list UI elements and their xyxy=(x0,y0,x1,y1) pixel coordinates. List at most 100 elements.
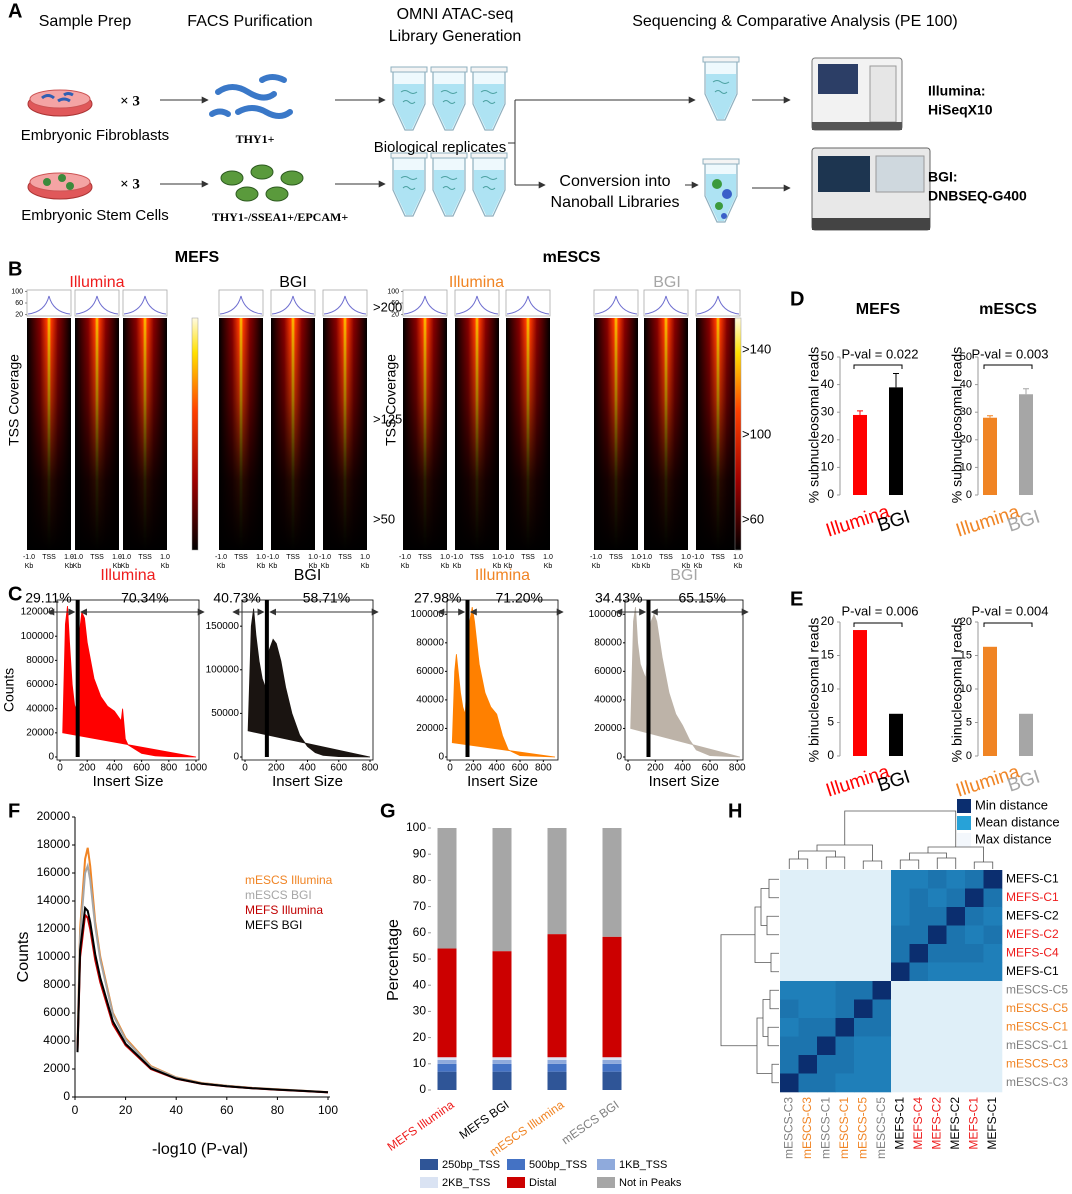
heatmap-cell xyxy=(780,888,799,908)
heatmap-cell xyxy=(817,888,836,908)
heatmap-cell xyxy=(946,1036,966,1056)
heatmap-x-label: -1.0 xyxy=(119,554,131,561)
y-tick-label: 0 xyxy=(966,489,972,501)
bar-segment xyxy=(602,1057,622,1060)
y-tick-label: 20000 xyxy=(26,727,54,738)
heatmap-cell xyxy=(780,1018,799,1037)
y-tick-label: 10 xyxy=(821,681,835,695)
profile-box xyxy=(322,289,368,317)
legend-swatch xyxy=(957,816,971,830)
y-tick-label: 40 xyxy=(821,377,835,391)
y-tick-label: 50000 xyxy=(211,708,239,719)
heatmap-cell xyxy=(854,888,873,908)
dish-stem-cells xyxy=(27,172,93,200)
row-label: mESCS-C3 xyxy=(1006,1056,1068,1070)
heatmap-x-label: 1.0 xyxy=(492,554,502,561)
heatmap-cell xyxy=(854,944,873,963)
profile-curve xyxy=(219,295,263,315)
heatmap-cell xyxy=(909,925,929,945)
column-label: mESCS-C5 xyxy=(874,1097,888,1159)
y-tick-label: 40 xyxy=(960,379,972,391)
heatmap-cell xyxy=(928,925,947,945)
percent-label: 34.43% xyxy=(595,590,642,606)
bar xyxy=(1019,394,1033,495)
heatmap-cell xyxy=(965,981,984,1000)
heatmap-x-label: Kb xyxy=(682,563,691,570)
histogram-title: BGI xyxy=(670,567,698,584)
heatmap-cell xyxy=(798,907,818,926)
y-tick-label: 20000 xyxy=(37,809,71,823)
row-label: mESCS-C5 xyxy=(1006,982,1068,996)
heatmap-cell xyxy=(872,1073,892,1093)
panel-label: B xyxy=(8,258,22,280)
heatmap-shade xyxy=(271,318,315,550)
x-tick-label: 200 xyxy=(465,763,482,774)
x-tick-label: 100 xyxy=(318,1103,338,1117)
colorbar-label: >60 xyxy=(742,511,764,526)
sequencing-tubes xyxy=(702,56,740,223)
heatmap-cell xyxy=(928,981,947,1000)
profile-box xyxy=(643,289,689,317)
heatmap-cell xyxy=(798,870,818,889)
heatmap-cell xyxy=(983,925,1003,945)
heatmap-cell xyxy=(946,1055,966,1074)
heatmap-cell xyxy=(946,944,966,963)
heatmap-x-label: TSS xyxy=(659,554,673,561)
y-tick-label: 0 xyxy=(48,752,54,763)
row-label: mESCS-C1 xyxy=(1006,1038,1068,1052)
heatmap-cell xyxy=(835,1073,855,1093)
y-tick-label: 150000 xyxy=(206,621,240,632)
histogram-title: Illumina xyxy=(100,567,155,584)
heatmap-cell xyxy=(854,870,873,889)
y-tick-label: 0 xyxy=(63,1089,70,1103)
heatmap-x-label: 1.0 xyxy=(308,554,318,561)
heatmap-x-label: 1.0 xyxy=(733,554,743,561)
heatmap-cell xyxy=(780,1055,799,1074)
bgi-sequencer xyxy=(811,147,931,231)
conversion-label: Nanoball Libraries xyxy=(551,194,680,211)
heatmap-x-label: -1.0 xyxy=(640,554,652,561)
heatmap-x-label: Kb xyxy=(642,563,651,570)
bar xyxy=(889,713,903,756)
heatmap-cell xyxy=(909,907,929,926)
heatmap-x-label: Kb xyxy=(25,563,34,570)
heatmap-cell xyxy=(983,888,1003,908)
x-tick-label: 800 xyxy=(729,763,746,774)
y-tick-label: 120000 xyxy=(21,607,55,618)
colorbar xyxy=(734,317,742,551)
heatmap-x-label: TSS xyxy=(138,554,152,561)
heatmap-cell xyxy=(817,1036,836,1056)
category-label: mESCS BGI xyxy=(559,1098,622,1148)
y-tick-label: 4000 xyxy=(43,1033,70,1047)
x-tick-label: 0 xyxy=(242,763,248,774)
significance-bracket xyxy=(853,622,903,627)
heatmap-cell xyxy=(946,981,966,1000)
heatmap-x-label: 1.0 xyxy=(360,554,370,561)
y-tick-label: 10 xyxy=(960,683,972,695)
profile-box xyxy=(695,289,741,317)
dish-fibroblasts xyxy=(27,89,93,117)
bar-segment xyxy=(602,1063,622,1072)
heatmap-x-label: Kb xyxy=(694,563,703,570)
x-tick-label: 600 xyxy=(512,763,529,774)
heatmap-cell xyxy=(872,925,892,945)
heatmap-shade xyxy=(455,318,499,550)
heatmap-x-label: 1.0 xyxy=(64,554,74,561)
row-label: MEFS-C1 xyxy=(1006,890,1059,904)
percent-label: 27.98% xyxy=(414,590,461,606)
line-series xyxy=(76,905,329,1094)
heatmap-x-label: Kb xyxy=(504,563,513,570)
y-tick-label: 10 xyxy=(821,460,835,474)
heatmap-shade xyxy=(506,318,550,550)
platform-label: BGI: xyxy=(928,169,958,185)
dendrogram xyxy=(720,878,779,1084)
heatmap-cell xyxy=(928,1036,947,1056)
error-bar xyxy=(987,415,993,418)
column-label: mESCS-C1 xyxy=(818,1097,832,1159)
heatmap-cell xyxy=(835,1036,855,1056)
heatmap-cell xyxy=(854,1018,873,1037)
heatmap-x-label: Kb xyxy=(309,563,318,570)
x-axis-label: -log10 (P-val) xyxy=(152,1141,248,1158)
heatmap-cell xyxy=(891,870,910,889)
row-label: MEFS-C1 xyxy=(1006,964,1059,978)
